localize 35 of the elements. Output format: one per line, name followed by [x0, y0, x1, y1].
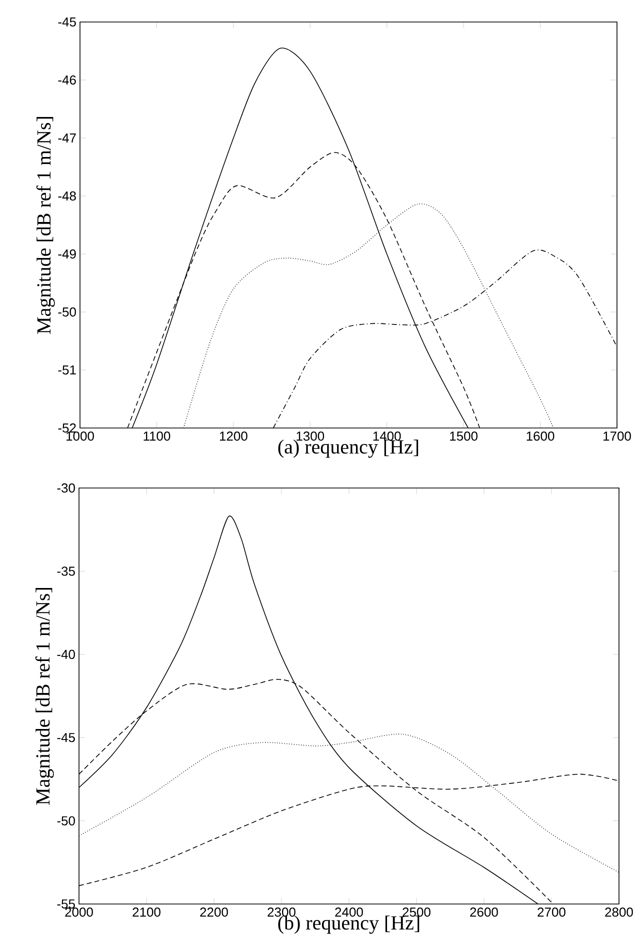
x-tick-label: 2700: [538, 908, 566, 917]
x-tick-label: 2800: [605, 908, 633, 917]
x-tick-label: 1400: [373, 432, 401, 441]
x-tick-label: 1000: [66, 432, 94, 441]
x-tick-label: 1500: [450, 432, 478, 441]
x-tick-label: 2500: [402, 908, 430, 917]
x-tick-label: 2000: [65, 908, 93, 917]
y-tick-label: -46: [58, 75, 76, 85]
y-tick-label: -51: [58, 365, 76, 375]
y-tick-label: -55: [57, 899, 75, 909]
x-tick-label: 2100: [132, 908, 160, 917]
x-tick-label: 1100: [144, 432, 170, 441]
y-tick-label: -45: [58, 17, 76, 27]
x-axis-title: (a) requency [Hz]: [278, 440, 418, 458]
y-tick-label: -30: [57, 483, 75, 493]
y-axis-title: Magnitude [dB ref 1 m/Ns]: [36, 117, 55, 334]
y-tick-label: -45: [57, 733, 75, 742]
y-axis-title: Magnitude [dB ref 1 m/Ns]: [35, 588, 54, 805]
y-tick-label: -50: [57, 816, 75, 826]
x-tick-label: 2400: [335, 908, 363, 917]
x-tick-label: 2600: [470, 908, 498, 917]
x-tick-label: 1300: [296, 432, 324, 441]
y-tick-label: -48: [58, 191, 76, 201]
x-tick-label: 2300: [268, 908, 296, 917]
y-tick-label: -47: [58, 134, 76, 142]
y-tick-label: -49: [58, 249, 76, 259]
x-tick-label: 1600: [526, 432, 554, 441]
x-tick-label: 1200: [220, 432, 248, 441]
y-tick-label: -40: [57, 650, 75, 659]
x-axis-title: (b) requency [Hz]: [278, 916, 420, 934]
x-tick-label: 1700: [604, 432, 631, 441]
x-tick-label: 2200: [200, 908, 228, 917]
y-tick-label: -35: [57, 566, 75, 576]
y-tick-label: -52: [58, 423, 76, 433]
y-tick-label: -50: [58, 307, 76, 317]
